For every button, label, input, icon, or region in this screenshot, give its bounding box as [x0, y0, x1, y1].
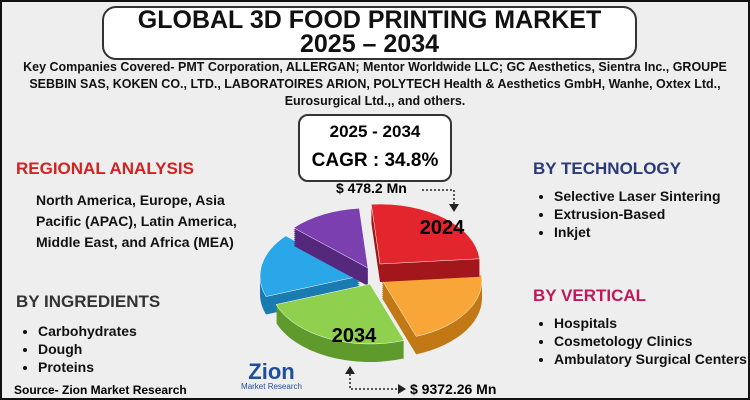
list-item: Ambulatory Surgical Centers	[554, 350, 748, 368]
logo: Zion Market Research	[234, 359, 309, 392]
regional-text: North America, Europe, Asia Pacific (APA…	[36, 192, 237, 250]
technology-list: Selective Laser SinteringExtrusion-Based…	[536, 187, 744, 241]
ingredients-list: CarbohydratesDoughProteins	[20, 322, 137, 376]
title-years: 2025 – 2034	[299, 30, 440, 58]
cagr: CAGR : 34.8%	[311, 150, 439, 171]
list-item: Extrusion-Based	[554, 205, 744, 223]
list-item: Cosmetology Clinics	[554, 332, 748, 350]
logo-name: Zion	[248, 359, 295, 384]
technology-title: BY TECHNOLOGY	[533, 159, 681, 178]
list-item: Hospitals	[554, 314, 748, 332]
year-label: 2034	[332, 325, 377, 347]
pie-slice	[293, 207, 369, 269]
arrow-line	[422, 189, 455, 207]
pie-slice	[275, 283, 405, 345]
title-box: GLOBAL 3D FOOD PRINTING MARKET 2025 – 20…	[102, 6, 637, 60]
regional-title: REGIONAL ANALYSIS	[16, 159, 194, 178]
vertical-title: BY VERTICAL	[533, 286, 647, 305]
start-value: $ 478.2 Mn	[336, 180, 407, 196]
forecast-box: 2025 - 2034 CAGR : 34.8%	[298, 114, 452, 182]
arrow-head	[398, 384, 406, 394]
arrow-head	[449, 204, 459, 212]
list-item: Inkjet	[554, 223, 744, 241]
pie-slice	[381, 274, 483, 337]
year-label: 2024	[420, 217, 465, 239]
arrow-head	[345, 366, 355, 374]
pie-slice	[370, 203, 480, 265]
arrow-line	[349, 374, 398, 390]
title: GLOBAL 3D FOOD PRINTING MARKET	[137, 6, 602, 34]
pie-slice	[259, 235, 361, 297]
end-value: $ 9372.26 Mn	[410, 381, 497, 397]
ingredients-title: BY INGREDIENTS	[16, 292, 161, 311]
companies: Key Companies Covered- PMT Corporation, …	[23, 60, 727, 108]
list-item: Proteins	[38, 358, 137, 376]
logo-tagline: Market Research	[241, 382, 302, 391]
list-item: Carbohydrates	[38, 322, 137, 340]
list-item: Selective Laser Sintering	[554, 187, 744, 205]
source: Source- Zion Market Research	[14, 383, 187, 397]
vertical-list: HospitalsCosmetology ClinicsAmbulatory S…	[536, 314, 748, 368]
forecast-period: 2025 - 2034	[329, 122, 421, 141]
list-item: Dough	[38, 340, 137, 358]
